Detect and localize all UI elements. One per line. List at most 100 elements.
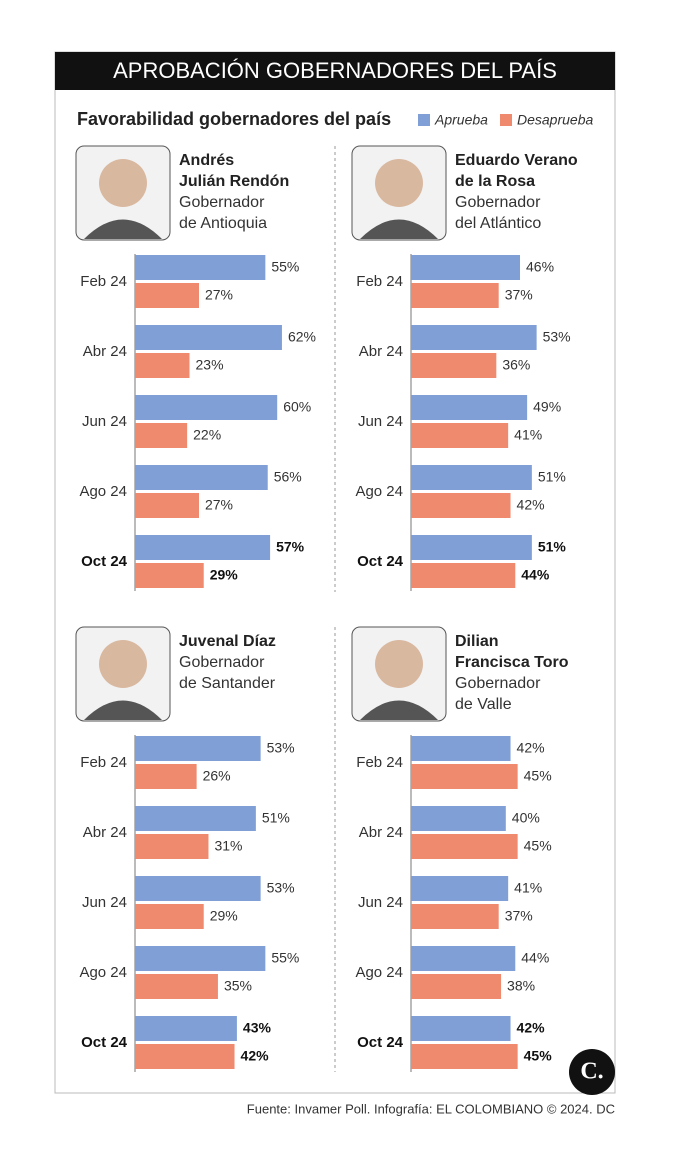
legend-label: Aprueba (434, 112, 488, 128)
photo-body (84, 219, 162, 239)
value-label: 27% (205, 287, 233, 303)
category-label: Oct 24 (357, 553, 404, 570)
governor-name: Dilian (455, 633, 499, 650)
governor-role: Gobernador (455, 194, 541, 211)
category-label: Jun 24 (358, 413, 403, 430)
bar (411, 283, 499, 308)
value-label: 46% (526, 259, 554, 275)
category-label: Feb 24 (80, 273, 127, 290)
governor-role: de Valle (455, 696, 512, 713)
bar (135, 465, 268, 490)
governor-role: Gobernador (179, 654, 265, 671)
photo-head (99, 159, 147, 207)
value-label: 37% (505, 287, 533, 303)
category-label: Ago 24 (79, 483, 127, 500)
bar (135, 395, 278, 420)
header-band (55, 52, 615, 90)
value-label: 55% (271, 950, 299, 966)
governor-name: Andrés (179, 152, 234, 169)
bar (411, 535, 532, 560)
value-label: 40% (512, 810, 540, 826)
value-label: 44% (521, 567, 550, 583)
value-label: 62% (288, 329, 316, 345)
bar (411, 255, 521, 280)
value-label: 55% (271, 259, 299, 275)
bar (411, 395, 528, 420)
category-label: Oct 24 (81, 553, 128, 570)
bar (135, 736, 261, 761)
bar (135, 806, 256, 831)
value-label: 43% (243, 1020, 272, 1036)
governor-name: Julián Rendón (179, 173, 289, 190)
bar (411, 806, 506, 831)
value-label: 53% (267, 880, 295, 896)
category-label: Abr 24 (359, 824, 403, 841)
value-label: 37% (505, 908, 533, 924)
governor-name: Francisca Toro (455, 654, 569, 671)
value-label: 49% (533, 399, 561, 415)
governor-name: Juvenal Díaz (179, 633, 276, 650)
bar (411, 764, 518, 789)
bar (135, 974, 218, 999)
value-label: 42% (241, 1048, 270, 1064)
value-label: 27% (205, 497, 233, 513)
bar (411, 1044, 518, 1069)
value-label: 45% (524, 1048, 553, 1064)
title: APROBACIÓN GOBERNADORES DEL PAÍS (113, 58, 557, 83)
value-label: 45% (524, 768, 552, 784)
category-label: Feb 24 (80, 754, 127, 771)
legend-label: Desaprueba (517, 112, 593, 128)
category-label: Abr 24 (83, 824, 127, 841)
value-label: 44% (521, 950, 549, 966)
value-label: 22% (193, 427, 221, 443)
bar (411, 353, 497, 378)
bar (135, 423, 188, 448)
bar (135, 904, 204, 929)
value-label: 29% (210, 567, 239, 583)
bar (411, 974, 502, 999)
bar (411, 946, 516, 971)
value-label: 45% (524, 838, 552, 854)
source: Fuente: Invamer Poll. Infografía: EL COL… (247, 1101, 615, 1116)
value-label: 53% (267, 740, 295, 756)
bar (135, 283, 199, 308)
bar (411, 563, 516, 588)
value-label: 31% (214, 838, 242, 854)
governor-role: del Atlántico (455, 215, 541, 232)
photo-head (375, 640, 423, 688)
value-label: 51% (538, 469, 566, 485)
bar (135, 563, 204, 588)
value-label: 42% (517, 1020, 546, 1036)
subtitle: Favorabilidad gobernadores del país (77, 109, 391, 129)
category-label: Oct 24 (81, 1034, 128, 1051)
governor-role: Gobernador (455, 675, 541, 692)
category-label: Abr 24 (83, 343, 127, 360)
bar (135, 493, 199, 518)
photo-body (360, 700, 438, 720)
bar (411, 423, 509, 448)
value-label: 41% (514, 427, 542, 443)
category-label: Feb 24 (356, 754, 403, 771)
bar (135, 353, 190, 378)
value-label: 26% (203, 768, 231, 784)
bar (135, 535, 271, 560)
bar (411, 465, 532, 490)
bar (411, 904, 499, 929)
bar (135, 876, 261, 901)
bar (411, 1016, 511, 1041)
bar (411, 493, 511, 518)
category-label: Oct 24 (357, 1034, 404, 1051)
category-label: Ago 24 (355, 483, 403, 500)
bar (411, 325, 537, 350)
value-label: 53% (543, 329, 571, 345)
bar (135, 255, 266, 280)
bar (135, 325, 282, 350)
governor-name: Eduardo Verano (455, 152, 578, 169)
bar (135, 946, 266, 971)
bar (135, 1044, 235, 1069)
value-label: 51% (538, 539, 567, 555)
bar (135, 764, 197, 789)
value-label: 42% (517, 497, 545, 513)
value-label: 36% (502, 357, 530, 373)
